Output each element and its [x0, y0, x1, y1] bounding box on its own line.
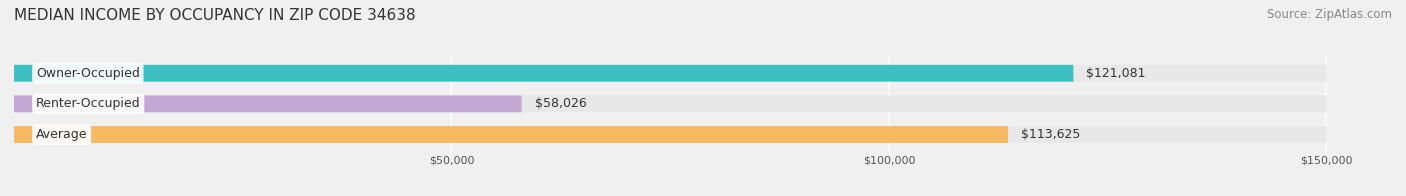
FancyBboxPatch shape — [14, 126, 1008, 143]
FancyBboxPatch shape — [14, 126, 1326, 143]
FancyBboxPatch shape — [14, 95, 1326, 112]
Text: $121,081: $121,081 — [1087, 67, 1146, 80]
Text: MEDIAN INCOME BY OCCUPANCY IN ZIP CODE 34638: MEDIAN INCOME BY OCCUPANCY IN ZIP CODE 3… — [14, 8, 416, 23]
Text: $113,625: $113,625 — [1021, 128, 1081, 141]
FancyBboxPatch shape — [14, 65, 1073, 82]
Text: $58,026: $58,026 — [534, 97, 586, 110]
Text: Renter-Occupied: Renter-Occupied — [37, 97, 141, 110]
Text: Source: ZipAtlas.com: Source: ZipAtlas.com — [1267, 8, 1392, 21]
FancyBboxPatch shape — [14, 95, 522, 112]
Text: Average: Average — [37, 128, 87, 141]
FancyBboxPatch shape — [14, 65, 1326, 82]
Text: Owner-Occupied: Owner-Occupied — [37, 67, 139, 80]
